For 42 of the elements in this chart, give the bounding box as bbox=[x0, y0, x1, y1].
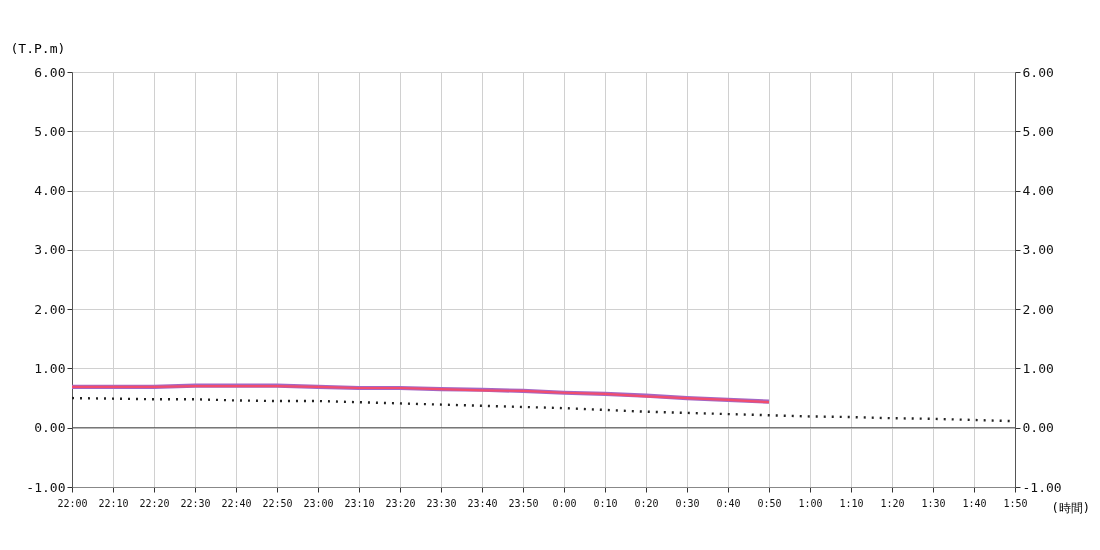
y-tick-label: 0.00 bbox=[34, 420, 66, 436]
x-tick-label: 22:40 bbox=[221, 497, 252, 509]
x-tick-label: 22:10 bbox=[98, 497, 129, 509]
y-tick-label: -1.00 bbox=[26, 479, 66, 495]
y-tick-label: 5.00 bbox=[34, 123, 66, 139]
x-tick-label: 23:20 bbox=[385, 497, 416, 509]
y2-tick-label: 4.00 bbox=[1022, 183, 1054, 199]
x-tick-label: 0:30 bbox=[675, 497, 700, 509]
x-tick-label: 23:00 bbox=[303, 497, 334, 509]
y2-tick-label: 1.00 bbox=[1022, 360, 1054, 376]
y2-tick-label: 0.00 bbox=[1022, 420, 1054, 436]
x-tick-label: 1:40 bbox=[962, 497, 987, 509]
x-tick-label: 23:10 bbox=[344, 497, 375, 509]
x-tick-label: 0:40 bbox=[716, 497, 741, 509]
y-axis-title: (T.P.m) bbox=[10, 40, 66, 56]
x-tick-label: 1:20 bbox=[880, 497, 905, 509]
x-tick-label: 0:10 bbox=[593, 497, 618, 509]
x-axis-title: (時間) bbox=[1051, 500, 1090, 515]
x-tick-label: 0:50 bbox=[757, 497, 782, 509]
x-tick-label: 1:50 bbox=[1003, 497, 1028, 509]
x-tick-label: 0:00 bbox=[552, 497, 577, 509]
y-tick-label: 3.00 bbox=[34, 242, 66, 258]
y-tick-label: 4.00 bbox=[34, 183, 66, 199]
y2-tick-label: -1.00 bbox=[1022, 479, 1062, 495]
x-tick-label: 22:00 bbox=[57, 497, 88, 509]
x-tick-label: 23:50 bbox=[508, 497, 539, 509]
x-tick-label: 22:30 bbox=[180, 497, 211, 509]
x-tick-label: 1:10 bbox=[839, 497, 864, 509]
y-tick-label: 6.00 bbox=[34, 64, 66, 80]
x-tick-label: 0:20 bbox=[634, 497, 659, 509]
y2-tick-label: 3.00 bbox=[1022, 242, 1054, 258]
y2-tick-label: 2.00 bbox=[1022, 301, 1054, 317]
x-tick-label: 23:30 bbox=[426, 497, 457, 509]
y-tick-label: 1.00 bbox=[34, 360, 66, 376]
x-tick-label: 1:30 bbox=[921, 497, 946, 509]
y2-tick-label: 6.00 bbox=[1022, 64, 1054, 80]
x-tick-label: 23:40 bbox=[467, 497, 498, 509]
y2-tick-label: 5.00 bbox=[1022, 123, 1054, 139]
y-tick-label: 2.00 bbox=[34, 301, 66, 317]
x-tick-label: 1:00 bbox=[798, 497, 823, 509]
x-tick-label: 22:20 bbox=[139, 497, 170, 509]
x-tick-label: 22:50 bbox=[262, 497, 293, 509]
